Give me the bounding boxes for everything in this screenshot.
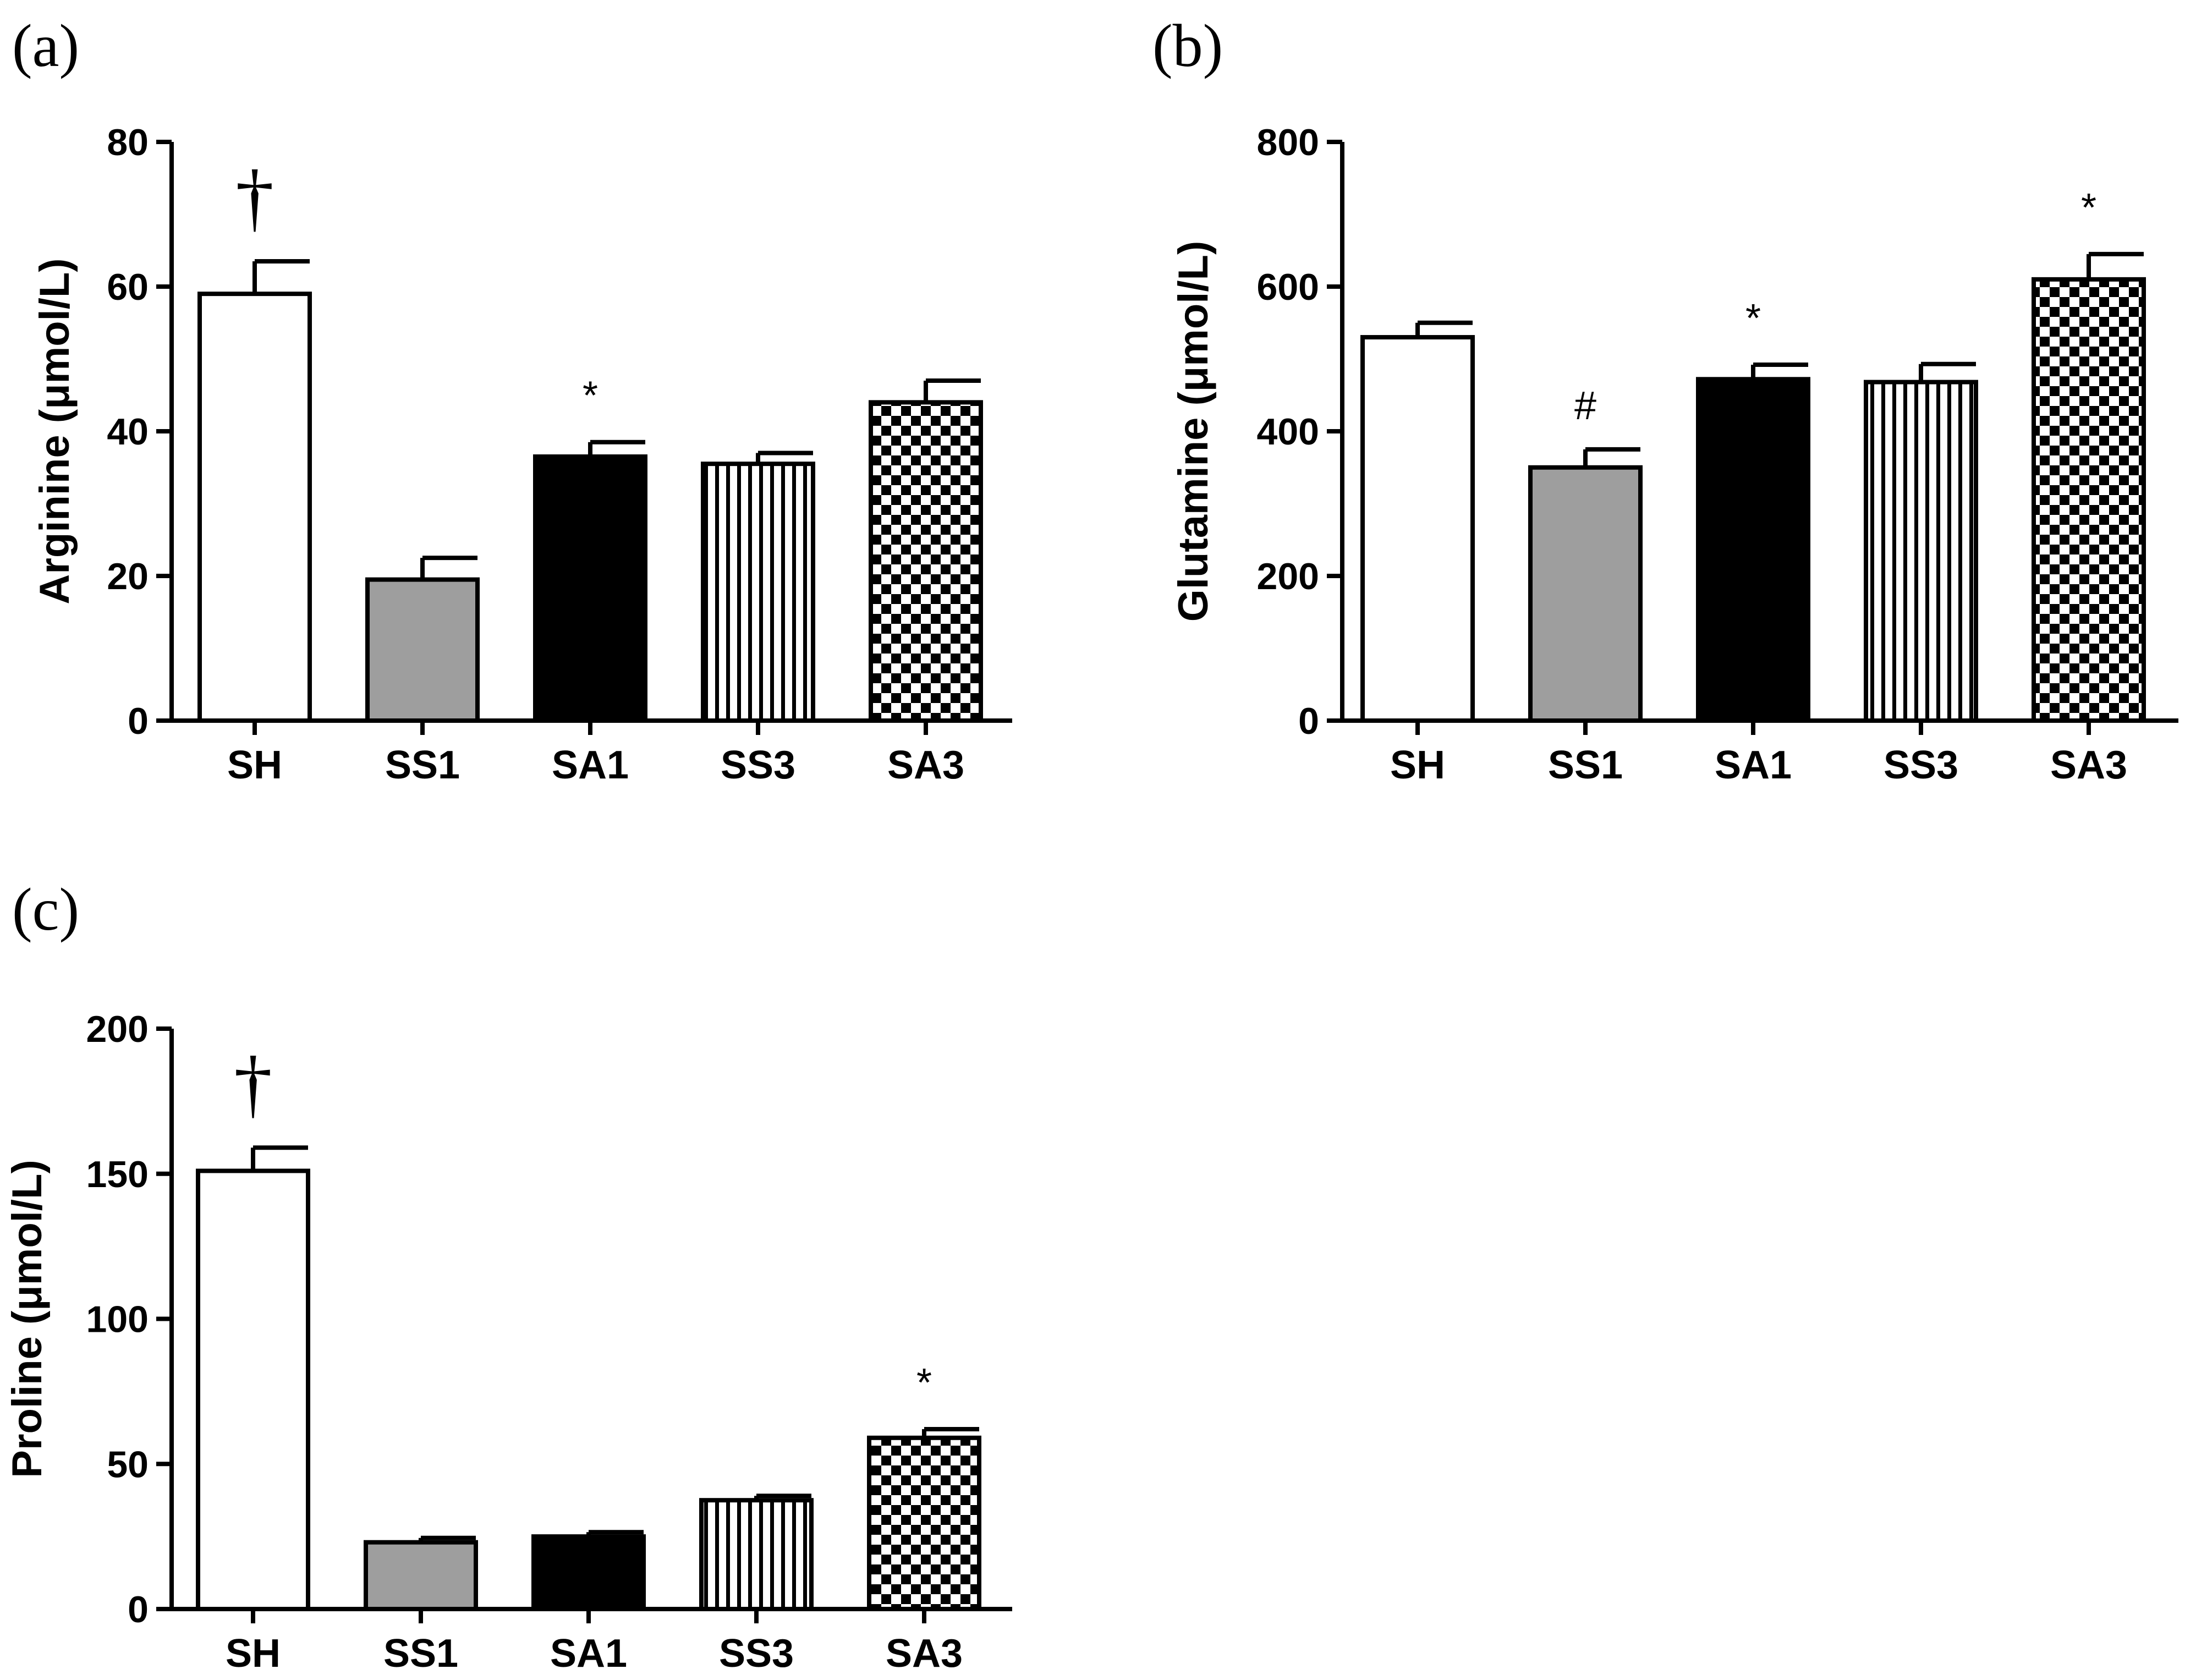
panel-label: (c) <box>12 876 79 943</box>
category-label-sa3: SA3 <box>886 1632 963 1676</box>
category-label-ss3: SS3 <box>719 1632 794 1676</box>
category-label-sa3: SA3 <box>2050 743 2127 787</box>
y-axis-title: Glutamine (μmol/L) <box>1170 241 1217 622</box>
y-tick-label: 50 <box>107 1443 149 1485</box>
bar-sa1 <box>531 1534 646 1611</box>
y-tick-label: 400 <box>1257 411 1319 453</box>
annotation-sa3: * <box>2081 186 2096 230</box>
bar-ss1 <box>365 577 480 723</box>
annotation-sh: † <box>234 1041 272 1126</box>
category-label-sh: SH <box>226 1632 281 1676</box>
y-tick-label: 600 <box>1257 266 1319 308</box>
category-label-ss1: SS1 <box>1548 743 1623 787</box>
y-tick-label: 150 <box>86 1154 149 1195</box>
category-label-ss3: SS3 <box>1884 743 1958 787</box>
y-axis-title: Arginine (μmol/L) <box>31 258 78 604</box>
y-tick-label: 40 <box>107 411 149 453</box>
y-tick-label: 80 <box>107 122 149 163</box>
panel-label: (a) <box>12 12 79 79</box>
y-tick-label: 200 <box>86 1008 149 1050</box>
category-label-sa3: SA3 <box>887 743 964 787</box>
annotation-sa3: * <box>916 1361 932 1405</box>
category-label-sh: SH <box>1390 743 1445 787</box>
panel-a-arginine-chart: (a) † SH SS1 * SA1 SS3 SA3 0 20 40 60 80 Arginine (μm… <box>12 12 1012 787</box>
category-label-ss1: SS1 <box>383 1632 458 1676</box>
y-tick-label: 0 <box>128 700 149 742</box>
bar-sa1 <box>533 454 647 723</box>
category-label-ss1: SS1 <box>385 743 460 787</box>
annotation-sh: † <box>235 155 274 240</box>
panel-c-proline-chart: (c) † SH SS1 SA1 SS3 * SA3 0 50 100 150 200 Proline (… <box>4 876 1012 1676</box>
annotation-sa1: * <box>583 374 598 418</box>
bar-ss3 <box>699 1498 814 1611</box>
y-tick-label: 100 <box>86 1299 149 1341</box>
bar-ss3 <box>1864 380 1978 723</box>
y-tick-label: 800 <box>1257 122 1319 163</box>
bar-sh <box>1360 335 1475 723</box>
y-tick-label: 200 <box>1257 556 1319 597</box>
y-tick-label: 60 <box>107 266 149 308</box>
annotation-ss1: # <box>1574 384 1596 428</box>
category-label-sa1: SA1 <box>1715 743 1792 787</box>
category-label-sa1: SA1 <box>550 1632 627 1676</box>
bar-sa3 <box>867 1435 981 1611</box>
category-label-sa1: SA1 <box>552 743 629 787</box>
category-label-ss3: SS3 <box>721 743 795 787</box>
y-tick-label: 0 <box>128 1589 149 1630</box>
bar-sh <box>197 292 312 723</box>
bar-sa1 <box>1696 377 1810 723</box>
bar-sa3 <box>869 400 983 723</box>
bar-sa3 <box>2032 277 2146 723</box>
bar-ss1 <box>364 1540 478 1612</box>
bar-ss1 <box>1528 465 1643 723</box>
bar-ss3 <box>701 462 815 723</box>
panel-label: (b) <box>1152 12 1223 79</box>
category-label-sh: SH <box>227 743 282 787</box>
panel-b-glutamine-chart: (b) SH # SS1 * SA1 SS3 * SA3 0 200 400 600 800 Glutami… <box>1152 12 2178 787</box>
y-axis-title: Proline (μmol/L) <box>4 1160 51 1478</box>
y-tick-label: 20 <box>107 556 149 597</box>
bar-sh <box>196 1168 310 1612</box>
annotation-sa1: * <box>1745 297 1761 341</box>
y-tick-label: 0 <box>1298 700 1319 742</box>
